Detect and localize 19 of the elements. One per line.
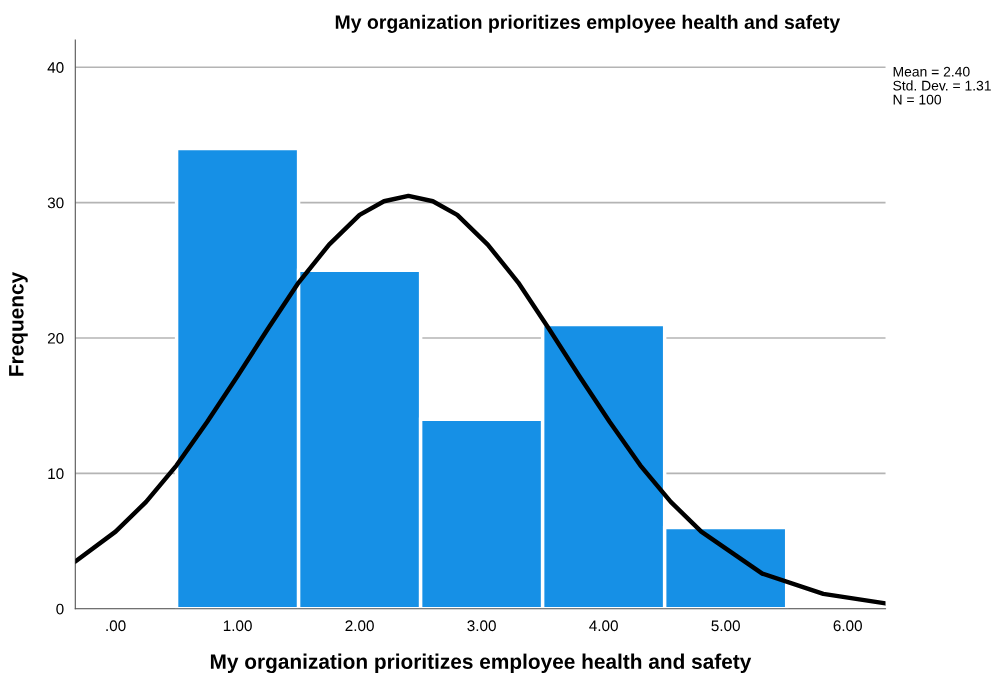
x-tick-label: 1.00 [223, 620, 252, 632]
x-tick-label: 3.00 [467, 620, 496, 632]
text: Std. Dev. = 1.31 [893, 80, 991, 91]
x-axis-title: My organization prioritizes employee health and safety [210, 653, 752, 674]
text: Mean = 2.40 [893, 66, 970, 77]
y-tick-label: 10 [48, 468, 64, 480]
line-series [75, 193, 886, 606]
y-tick-label: 30 [47, 197, 64, 209]
chart-title: My organization prioritizes employee health and safety [335, 14, 841, 33]
x-tick-label: 6.00 [833, 620, 862, 632]
y-tick-label: 0 [56, 603, 64, 615]
x-tick-label: .00 [106, 620, 126, 632]
y-axis-title: Frequency [9, 271, 28, 376]
y-tick-label: 20 [47, 332, 64, 344]
x-tick-label: 5.00 [711, 620, 740, 632]
text: N = 100 [893, 94, 942, 105]
x-tick-label: 4.00 [589, 620, 618, 632]
x-tick-label: 2.00 [345, 620, 374, 632]
y-tick-label: 40 [47, 62, 64, 73]
